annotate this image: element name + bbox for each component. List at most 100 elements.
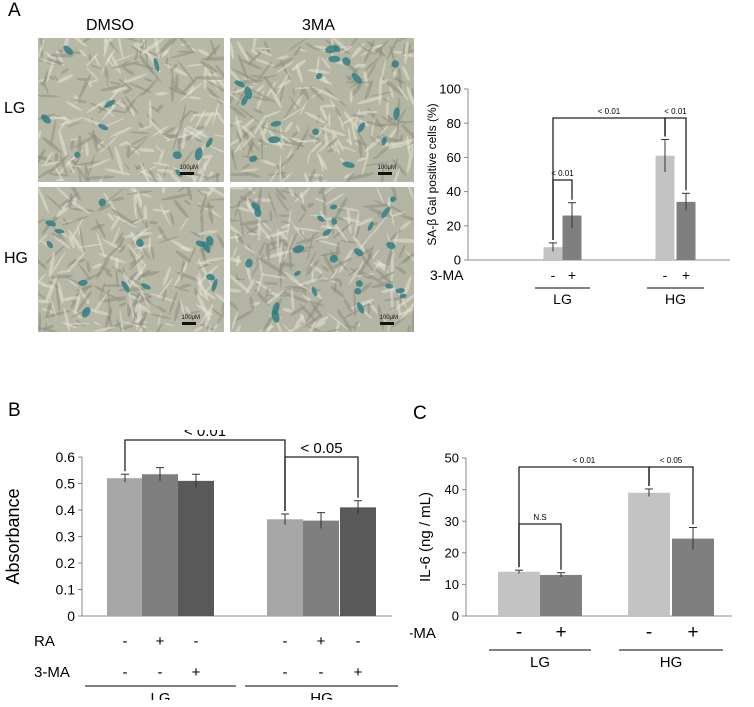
cell-body [157,305,167,313]
cell-body [391,317,406,328]
cell-body [406,86,414,106]
cell-body [174,126,180,135]
cell-body [370,91,394,97]
cell-body [376,147,389,157]
cell-body [208,94,224,106]
cell-body [239,136,252,151]
cell-body [121,73,149,84]
cell-body [280,189,291,194]
cell-body [201,257,224,263]
stained-cell [391,60,399,68]
cell-body [366,113,377,116]
cell-body [230,205,241,209]
cell-body [94,292,108,312]
cell-body [405,250,414,267]
cell-body [131,227,150,241]
cell-body [193,136,203,143]
bar [107,478,143,616]
cell-body [232,120,242,126]
cell-body [337,309,342,318]
cell-body [239,59,263,70]
cell-body [61,296,80,302]
cell-body [283,233,294,261]
cell-body [99,281,106,300]
stained-cell [205,137,213,148]
cell-body [341,314,352,332]
cell-body [100,85,125,92]
cell-body [106,48,116,64]
cell-body [315,88,341,101]
treatment-sign: - [158,664,163,681]
cell-body [237,93,247,97]
cell-body [230,172,251,176]
cell-body [179,149,195,169]
stained-cell [355,280,363,287]
treatment-row-label: 3-MA [34,664,70,681]
cell-body [273,57,294,68]
cell-body [345,138,353,145]
cell-body [38,218,46,225]
stained-cell [381,206,391,219]
cell-body [68,235,75,249]
cell-body [230,86,241,102]
cell-body [48,251,55,278]
micrograph-texture [38,187,224,332]
cell-body [38,94,60,98]
stained-cell [205,273,215,281]
stained-cell [136,238,144,247]
cell-body [105,270,113,278]
treatment-sign: - [283,664,288,681]
cell-body [179,283,192,288]
cell-body [236,130,244,151]
cell-body [281,172,292,182]
bar [540,574,582,616]
cell-body [74,291,81,315]
cell-body [354,210,360,238]
cell-body [276,55,289,60]
treatment-row-label: RA [34,633,55,650]
bar [340,507,376,616]
cell-body [331,257,353,269]
cell-body [366,62,377,80]
cell-body [129,108,135,117]
cell-body [332,222,353,239]
cell-body [347,266,360,277]
cell-body [293,45,302,57]
cell-body [295,236,322,245]
cell-body [343,173,353,179]
cell-body [257,218,261,242]
cell-body [348,172,375,180]
cell-body [246,225,261,234]
cell-body [254,84,265,94]
cell-body [340,115,359,126]
cell-body [287,38,309,52]
cell-body [380,164,385,182]
cell-body [174,74,179,92]
cell-body [257,61,273,80]
y-tick-label: 30 [445,514,459,529]
cell-body [363,57,380,72]
cell-body [179,110,192,124]
cell-body [97,203,112,211]
cell-body [128,264,147,288]
bar [543,247,563,260]
cell-body [111,86,128,94]
stained-cell [354,288,362,295]
cell-body [38,187,50,213]
cell-body [402,43,406,56]
panel-letter-a: A [8,0,21,21]
cell-body [157,277,174,299]
cell-body [110,126,133,138]
cell-body [51,224,66,243]
treatment-sign: + [568,267,576,283]
stained-cell [54,228,65,234]
cell-body [318,175,323,182]
cell-body [204,303,214,329]
treatment-sign: - [123,633,128,650]
micrograph-column-label-dmso: DMSO [86,17,134,34]
stained-cell [367,221,374,231]
cell-body [186,63,204,67]
cell-body [174,38,195,54]
cell-body [384,244,394,273]
cell-body [164,323,175,327]
